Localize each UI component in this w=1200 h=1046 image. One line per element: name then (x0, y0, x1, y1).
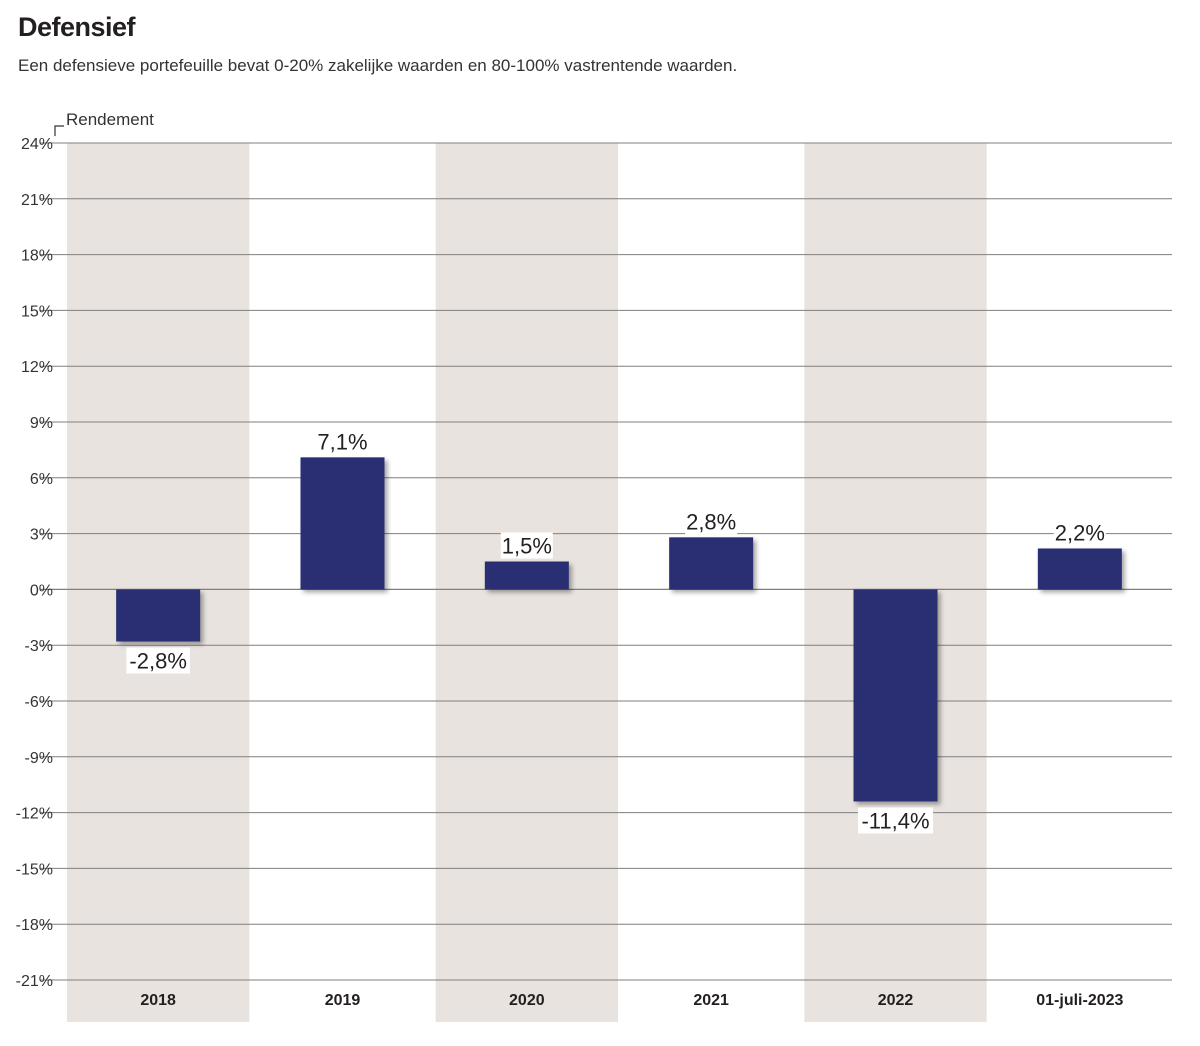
y-tick-label: 12% (21, 359, 53, 376)
y-tick-label: 24% (21, 136, 53, 153)
bar (853, 589, 938, 802)
data-label-background (316, 428, 369, 455)
y-tick-label: -18% (16, 917, 53, 934)
y-tick-label: 9% (30, 415, 53, 432)
x-category-label: 2021 (693, 992, 729, 1009)
data-label: 1,5% (502, 534, 552, 559)
bar (484, 561, 569, 590)
x-category-label: 2022 (878, 992, 914, 1009)
y-tick-label: 21% (21, 192, 53, 209)
y-axis-title: Rendement (66, 110, 154, 129)
y-tick-label: -21% (16, 973, 53, 990)
y-tick-label: -12% (16, 806, 53, 823)
y-tick-label: -15% (16, 861, 53, 878)
data-label-background (1053, 519, 1106, 546)
x-category-label: 2018 (140, 992, 176, 1009)
bar (669, 537, 754, 590)
bar (300, 457, 385, 590)
chart-title: Defensief (18, 12, 136, 42)
data-label-background (685, 508, 738, 535)
bar (1037, 548, 1122, 590)
y-tick-label: -9% (25, 750, 53, 767)
data-label: -11,4% (861, 808, 929, 833)
data-label: 2,2% (1055, 520, 1105, 545)
x-category-label: 01-juli-2023 (1036, 992, 1123, 1009)
data-label: 7,1% (317, 429, 367, 454)
data-label: -2,8% (129, 648, 186, 673)
y-tick-label: 18% (21, 248, 53, 265)
bar (116, 589, 201, 642)
y-tick-label: -3% (25, 638, 53, 655)
y-tick-label: -6% (25, 694, 53, 711)
y-tick-label: 6% (30, 471, 53, 488)
data-label-background (500, 532, 553, 559)
data-label-background (858, 807, 933, 834)
y-tick-label: 15% (21, 303, 53, 320)
y-axis-title-bracket (54, 125, 64, 136)
x-category-label: 2020 (509, 992, 545, 1009)
column-band (804, 143, 987, 1022)
data-label-background (126, 647, 190, 674)
x-category-label: 2019 (325, 992, 361, 1009)
chart-subtitle: Een defensieve portefeuille bevat 0-20% … (18, 56, 738, 75)
y-tick-label: 3% (30, 527, 53, 544)
y-tick-label: 0% (30, 582, 53, 599)
column-band (67, 143, 250, 1022)
data-label: 2,8% (686, 509, 736, 534)
